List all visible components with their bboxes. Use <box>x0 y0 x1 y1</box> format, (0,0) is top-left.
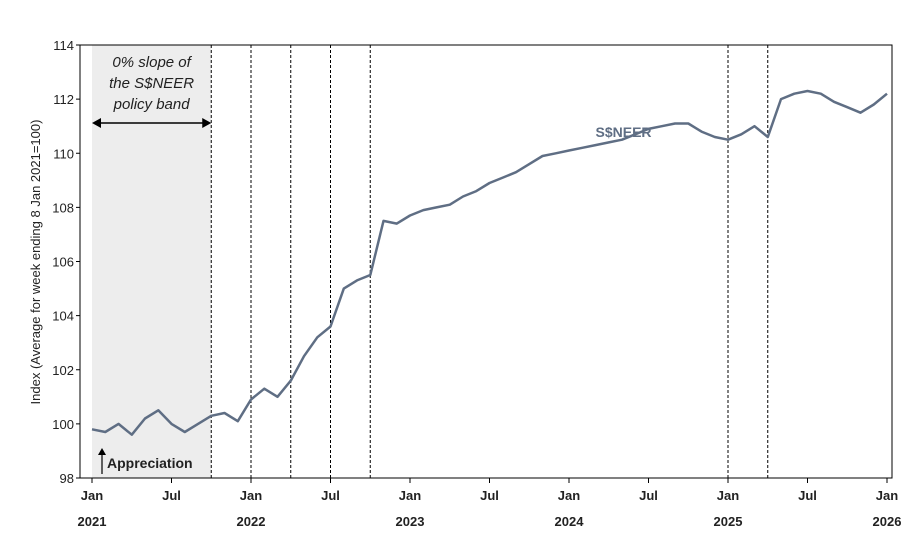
x-tick-label: Jan <box>399 488 421 503</box>
x-tick-label: Jan <box>81 488 103 503</box>
shade-label: policy band <box>113 96 191 113</box>
arrow-head <box>92 118 101 128</box>
y-tick-label: 114 <box>53 38 74 53</box>
x-year-label: 2026 <box>873 514 902 529</box>
y-tick-label: 106 <box>52 255 74 270</box>
x-tick-label: Jul <box>321 488 340 503</box>
x-tick-label: Jul <box>480 488 499 503</box>
x-year-label: 2024 <box>555 514 585 529</box>
x-year-label: 2025 <box>714 514 743 529</box>
y-axis-label: Index (Average for week ending 8 Jan 202… <box>28 120 43 405</box>
y-tick-label: 112 <box>53 92 74 107</box>
x-tick-label: Jul <box>639 488 658 503</box>
x-tick-label: Jul <box>798 488 817 503</box>
y-tick-label: 104 <box>52 309 74 324</box>
x-tick-label: Jan <box>558 488 580 503</box>
x-year-label: 2022 <box>237 514 266 529</box>
y-tick-label: 102 <box>52 363 74 378</box>
x-tick-label: Jul <box>162 488 181 503</box>
arrow-head <box>98 448 106 455</box>
series-label: S$NEER <box>596 124 652 140</box>
x-tick-label: Jan <box>717 488 739 503</box>
series-line <box>91 89 888 436</box>
x-year-label: 2023 <box>396 514 425 529</box>
shade-label: 0% slope of <box>112 54 192 71</box>
shade-label: the S$NEER <box>109 75 194 92</box>
x-tick-label: Jan <box>240 488 262 503</box>
annotation: Appreciation <box>107 455 193 471</box>
arrow-head <box>202 118 212 128</box>
y-tick-label: 98 <box>60 471 74 486</box>
x-tick-label: Jan <box>876 488 898 503</box>
shaded-region <box>92 45 212 478</box>
y-tick-label: 100 <box>52 417 74 432</box>
y-tick-label: 108 <box>52 200 74 215</box>
y-tick-label: 110 <box>53 146 74 161</box>
x-year-label: 2021 <box>78 514 107 529</box>
